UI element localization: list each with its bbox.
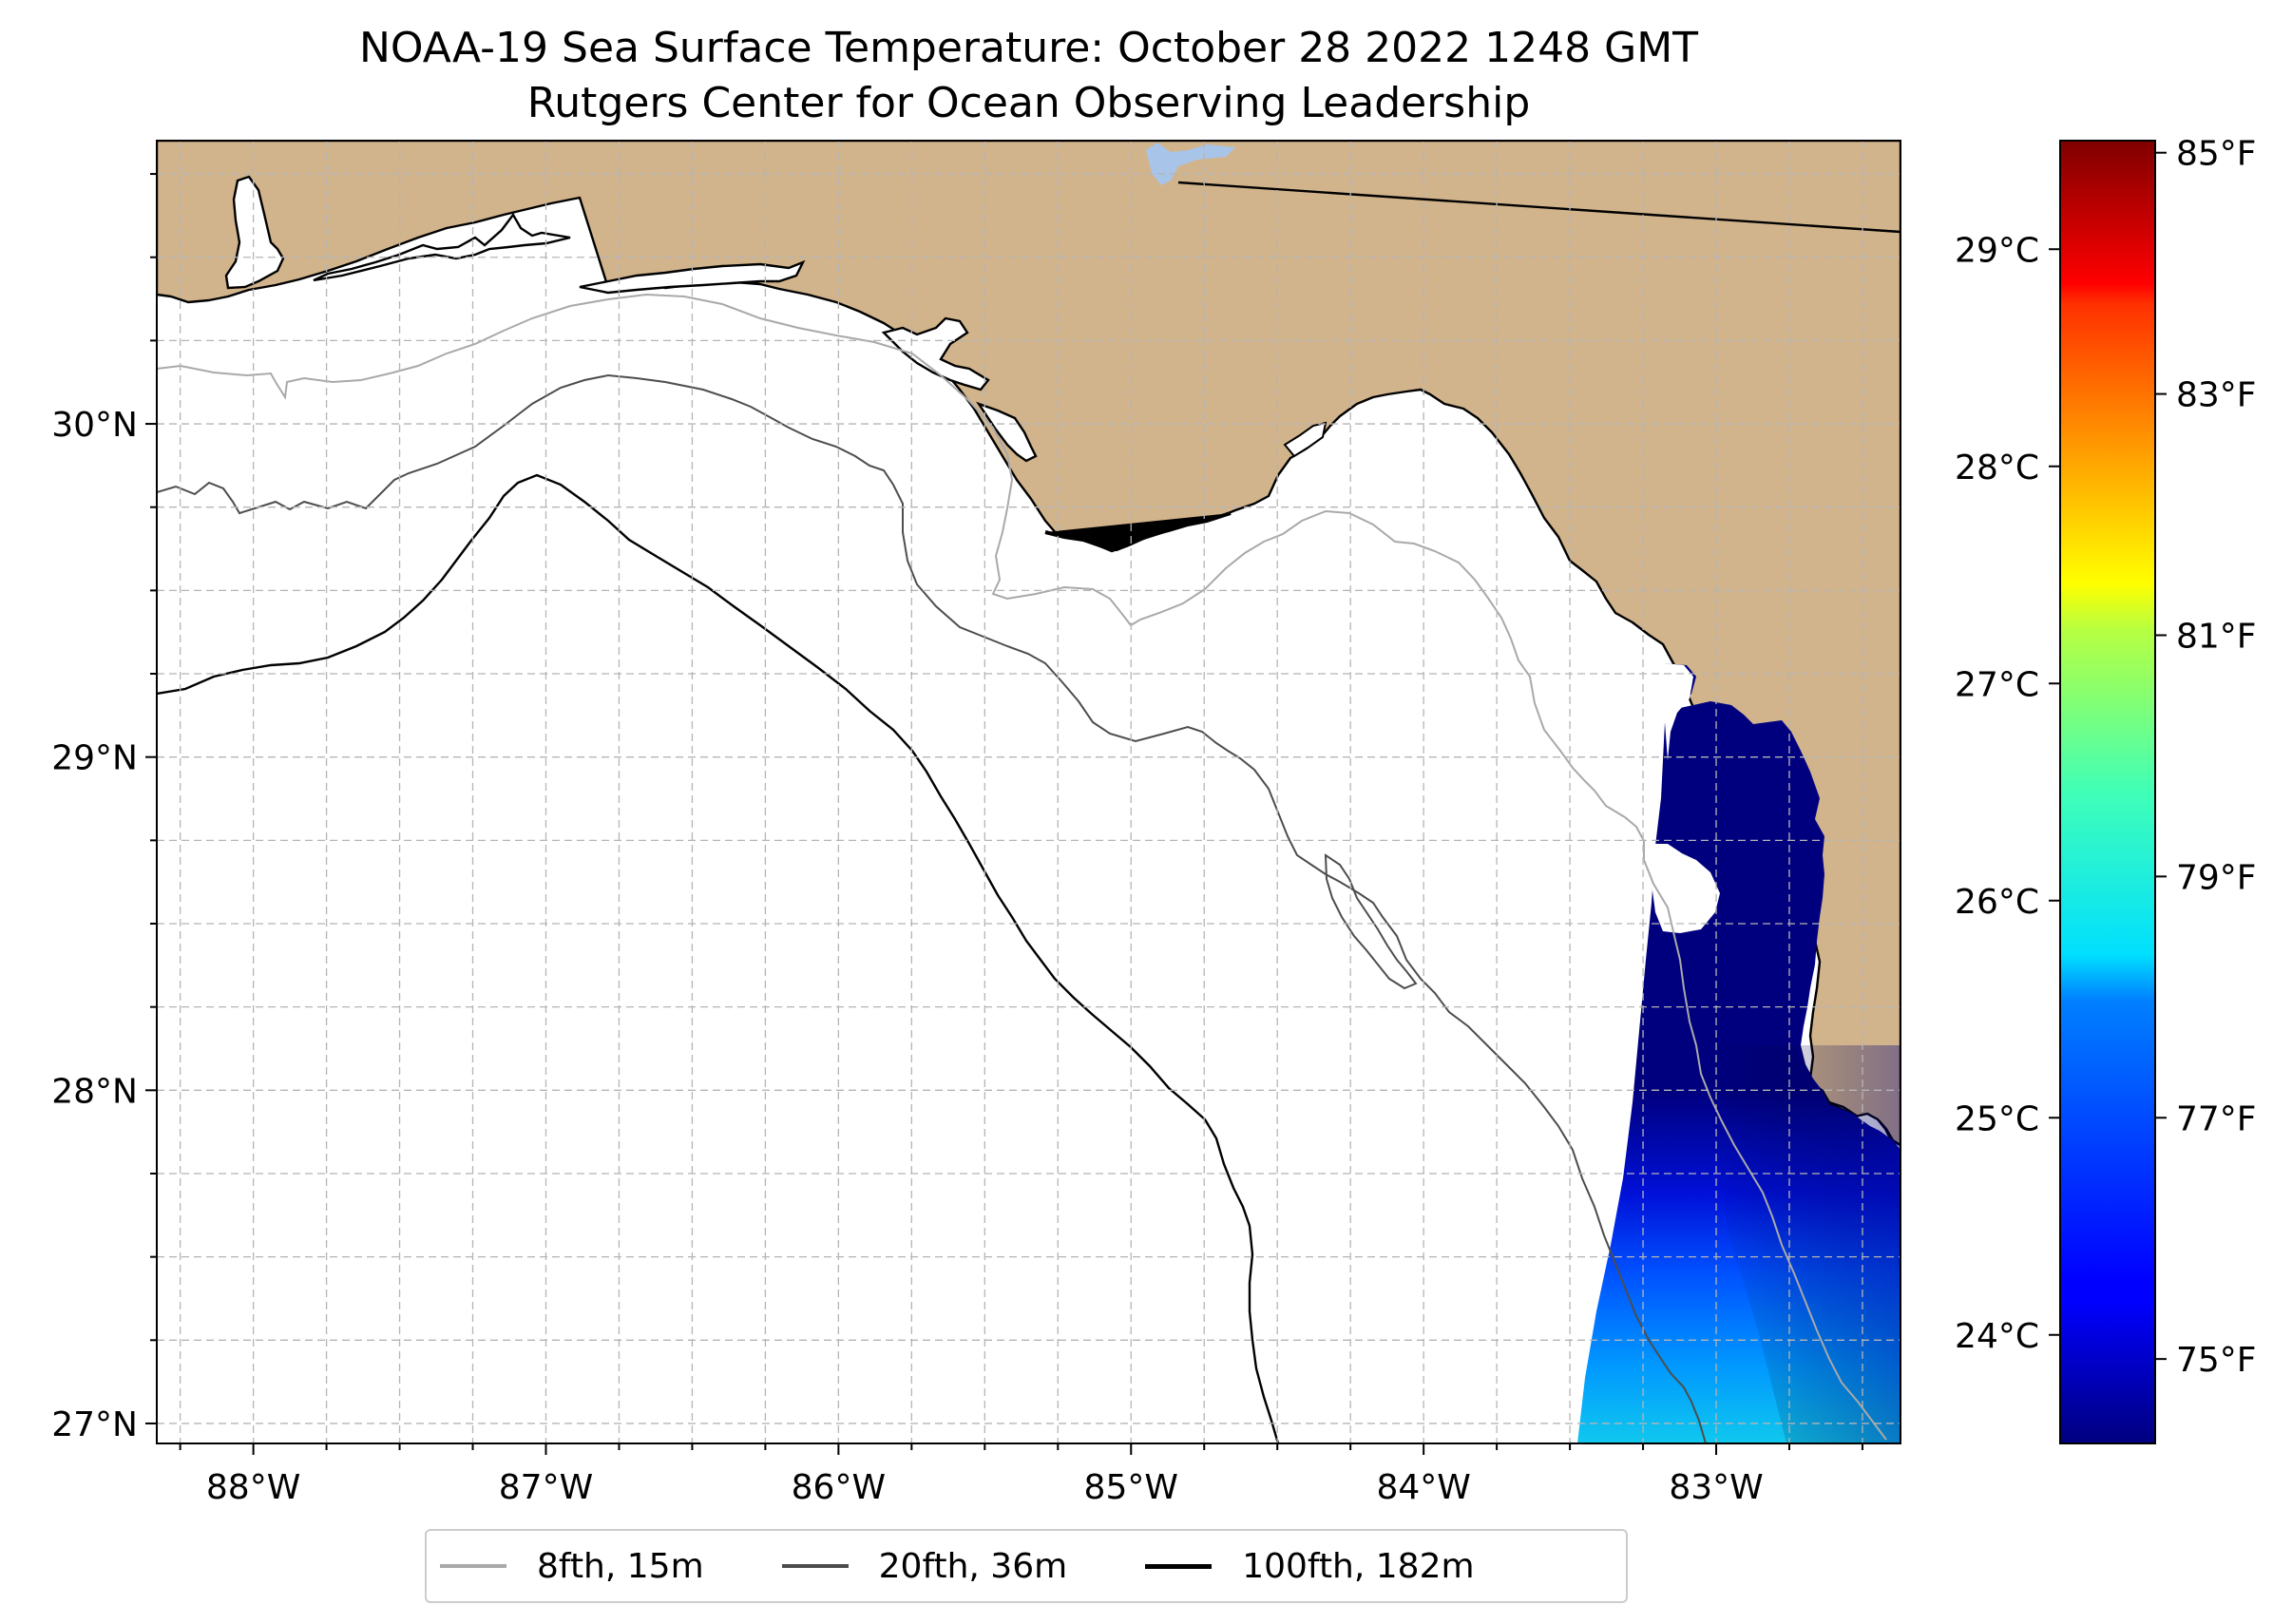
map-axis-ticks: 88°W 87°W 86°W 85°W 84°W 83°W 27°N 28°N 29°N 30°N — [51, 173, 1863, 1507]
y-tick-label: 29°N — [51, 739, 138, 778]
colorbar-celsius-label: 29°C — [1955, 231, 2039, 270]
x-tick-label: 84°W — [1376, 1468, 1470, 1507]
isobath-8fth — [157, 293, 1887, 1441]
x-tick-label: 85°W — [1084, 1468, 1178, 1507]
colorbar-celsius-label: 26°C — [1955, 883, 2039, 922]
y-tick-label: 27°N — [51, 1405, 138, 1444]
gridlines — [157, 141, 1900, 1443]
colorbar-ticks: 24°C 25°C 26°C 27°C 28°C 29°C 75°F 77°F 79°F 81°F… — [1955, 135, 2256, 1380]
lake — [1146, 143, 1235, 185]
legend-item-20fth: 20fth, 36m — [781, 1546, 1068, 1586]
legend-item-8fth: 8fth, 15m — [440, 1547, 704, 1586]
colorbar-fahrenheit-label: 83°F — [2176, 376, 2257, 415]
legend-swatch-20fth — [781, 1564, 849, 1568]
colorbar-fahrenheit-label: 79°F — [2176, 858, 2257, 897]
map-frame — [156, 140, 1901, 1444]
map-panel: 88°W 87°W 86°W 85°W 84°W 83°W 27°N 28°N 29°N 30°N — [51, 140, 1901, 1507]
x-tick-label: 86°W — [792, 1468, 886, 1507]
x-tick-label: 87°W — [499, 1468, 593, 1507]
pensacola-bay — [313, 212, 571, 282]
colorbar-celsius-label: 25°C — [1955, 1099, 2039, 1138]
x-tick-label: 83°W — [1669, 1468, 1763, 1507]
legend-swatch-8fth — [440, 1564, 506, 1568]
sst-swath — [1577, 663, 1900, 1443]
colorbar-ramp — [2060, 141, 2155, 1443]
st-andrew-bay — [881, 316, 990, 392]
legend-swatch-100fth — [1145, 1563, 1213, 1569]
colorbar-fahrenheit-label: 85°F — [2176, 135, 2257, 174]
colorbar: 24°C 25°C 26°C 27°C 28°C 29°C 75°F 77°F 79°F 81°F… — [1955, 135, 2257, 1444]
sst-cloud-gap-2 — [1665, 663, 1693, 760]
isobath-20fth — [157, 373, 1707, 1443]
colorbar-fahrenheit-label: 75°F — [2176, 1341, 2257, 1380]
apalachee-bay-marsh — [1283, 421, 1327, 458]
legend-item-100fth: 100fth, 182m — [1145, 1546, 1475, 1586]
colorbar-celsius-label: 28°C — [1955, 449, 2039, 487]
isobath-legend: 8fth, 15m 20fth, 36m 100fth, 182m — [425, 1529, 1628, 1603]
y-tick-label: 30°N — [51, 406, 138, 445]
x-tick-label: 88°W — [206, 1468, 300, 1507]
state-border — [1177, 181, 1900, 234]
apalachicola-bay — [976, 401, 1038, 463]
legend-label-8fth: 8fth, 15m — [537, 1546, 704, 1586]
figure-subtitle: Rutgers Center for Ocean Observing Leade… — [526, 79, 1531, 127]
colorbar-celsius-label: 27°C — [1955, 665, 2039, 704]
legend-label-100fth: 100fth, 182m — [1242, 1546, 1475, 1586]
legend-label-20fth: 20fth, 36m — [878, 1546, 1068, 1586]
figure-title: NOAA-19 Sea Surface Temperature: October… — [358, 24, 1699, 72]
colorbar-frame — [2059, 140, 2156, 1444]
colorbar-fahrenheit-label: 81°F — [2176, 617, 2257, 656]
sst-swath-shading — [1710, 1045, 1900, 1443]
mobile-bay — [224, 175, 285, 290]
colorbar-celsius-label: 24°C — [1955, 1317, 2039, 1356]
choctawhatchee-bay — [579, 259, 806, 295]
colorbar-fahrenheit-label: 77°F — [2176, 1099, 2257, 1138]
y-tick-label: 28°N — [51, 1072, 138, 1111]
